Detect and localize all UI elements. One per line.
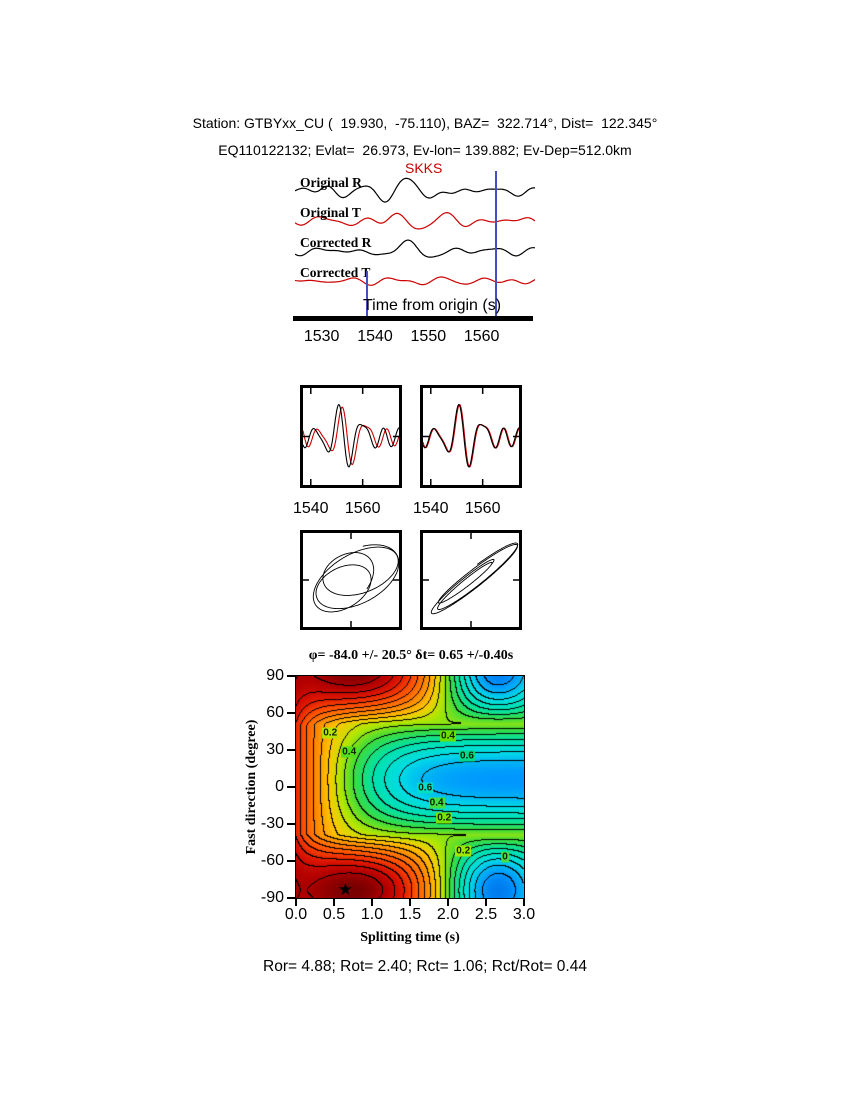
- trace-label-original-t: Original T: [300, 205, 361, 220]
- hodogram-original: [312, 544, 399, 613]
- time-tick-label: 1550: [410, 328, 447, 345]
- misfit-contour-canvas: [296, 676, 524, 898]
- misfit-y-tick: [287, 786, 295, 788]
- result-stats: Ror= 4.88; Rot= 2.40; Rct= 1.06; Rct/Rot…: [263, 958, 587, 975]
- event-header: EQ110122132; Evlat= 26.973, Ev-lon= 139.…: [218, 142, 632, 158]
- trace-label-original-r: Original R: [300, 175, 362, 190]
- contour-label-0.4: 0.4: [428, 797, 445, 809]
- pair-tick-label: 1560: [464, 500, 501, 517]
- misfit-x-tick-label: 0.5: [322, 906, 346, 923]
- trace-label-corrected-t: Corrected T: [300, 265, 371, 280]
- waveform-pair-box-original: [300, 385, 402, 488]
- misfit-x-tick-label: 0.0: [284, 906, 308, 923]
- trace-label-corrected-r: Corrected R: [300, 235, 372, 250]
- misfit-x-tick: [523, 899, 525, 906]
- misfit-y-tick-label: -90: [260, 889, 284, 906]
- pair-red-trace-corrected: [423, 404, 519, 468]
- pair-tick-label: 1560: [344, 500, 381, 517]
- waveform-pair-original-plot: [303, 388, 399, 485]
- misfit-x-tick: [409, 899, 411, 906]
- misfit-x-tick-label: 2.0: [436, 906, 460, 923]
- station-header: Station: GTBYxx_CU ( 19.930, -75.110), B…: [192, 115, 658, 131]
- misfit-y-tick-label: -60: [260, 852, 284, 869]
- misfit-y-tick: [287, 860, 295, 862]
- contour-label-0.2: 0.2: [322, 727, 339, 739]
- contour-label-0.4: 0.4: [440, 730, 456, 742]
- misfit-y-tick-label: -30: [260, 815, 284, 832]
- misfit-y-tick-label: 0: [275, 778, 284, 795]
- time-tick-label: 1540: [357, 328, 393, 345]
- misfit-x-tick: [333, 899, 335, 906]
- contour-label-0.2: 0.2: [436, 812, 453, 824]
- time-axis-title: Time from origin (s): [362, 297, 502, 314]
- pair-black-trace-corrected: [423, 403, 519, 468]
- time-tick-label: 1530: [303, 328, 340, 345]
- misfit-x-tick: [485, 899, 487, 906]
- time-tick-label: 1560: [463, 328, 500, 345]
- best-fit-star: ★: [337, 879, 354, 899]
- misfit-x-tick-label: 2.5: [474, 906, 498, 923]
- pair-black-trace-original: [303, 403, 399, 468]
- contour-label-0: 0: [501, 851, 509, 863]
- misfit-x-tick-label: 1.5: [398, 906, 422, 923]
- pair-tick-label: 1540: [292, 500, 329, 517]
- particle-motion-box-corrected: [420, 530, 522, 630]
- misfit-y-tick-label: 60: [266, 704, 284, 721]
- misfit-x-tick: [295, 899, 297, 906]
- misfit-y-tick-label: 30: [266, 741, 284, 758]
- contour-label-0.6: 0.6: [459, 750, 475, 762]
- misfit-x-tick-label: 1.0: [360, 906, 384, 923]
- misfit-contour-plot: 0.2 0.4 0.4 0.6 0.6 0.4 0.2 0.2 0 ★: [295, 675, 525, 899]
- misfit-xlabel: Splitting time (s): [360, 930, 460, 945]
- window-end-line: [495, 171, 497, 318]
- misfit-title: φ= -84.0 +/- 20.5° δt= 0.65 +/-0.40s: [308, 648, 514, 663]
- hodogram-corrected: [430, 542, 519, 615]
- particle-motion-original-plot: [303, 533, 399, 627]
- time-axis-line: [293, 316, 533, 321]
- pair-red-trace-original: [303, 406, 399, 466]
- phase-label: SKKS: [405, 160, 443, 176]
- misfit-x-tick: [371, 899, 373, 906]
- misfit-x-tick: [447, 899, 449, 906]
- particle-motion-box-original: [300, 530, 402, 630]
- waveform-pair-box-corrected: [420, 385, 522, 488]
- misfit-y-tick: [287, 897, 295, 899]
- contour-label-0.6: 0.6: [417, 782, 434, 794]
- window-start-line: [366, 271, 368, 318]
- pair-tick-label: 1540: [412, 500, 449, 517]
- contour-label-0.2: 0.2: [455, 845, 472, 857]
- particle-motion-corrected-plot: [423, 533, 519, 627]
- misfit-x-tick-label: 3.0: [512, 906, 536, 923]
- waveform-pair-corrected-plot: [423, 388, 519, 485]
- misfit-y-tick: [287, 675, 295, 677]
- misfit-y-tick: [287, 823, 295, 825]
- contour-label-0.4: 0.4: [341, 746, 358, 758]
- misfit-y-tick: [287, 749, 295, 751]
- misfit-y-tick: [287, 712, 295, 714]
- misfit-y-tick-label: 90: [266, 667, 284, 684]
